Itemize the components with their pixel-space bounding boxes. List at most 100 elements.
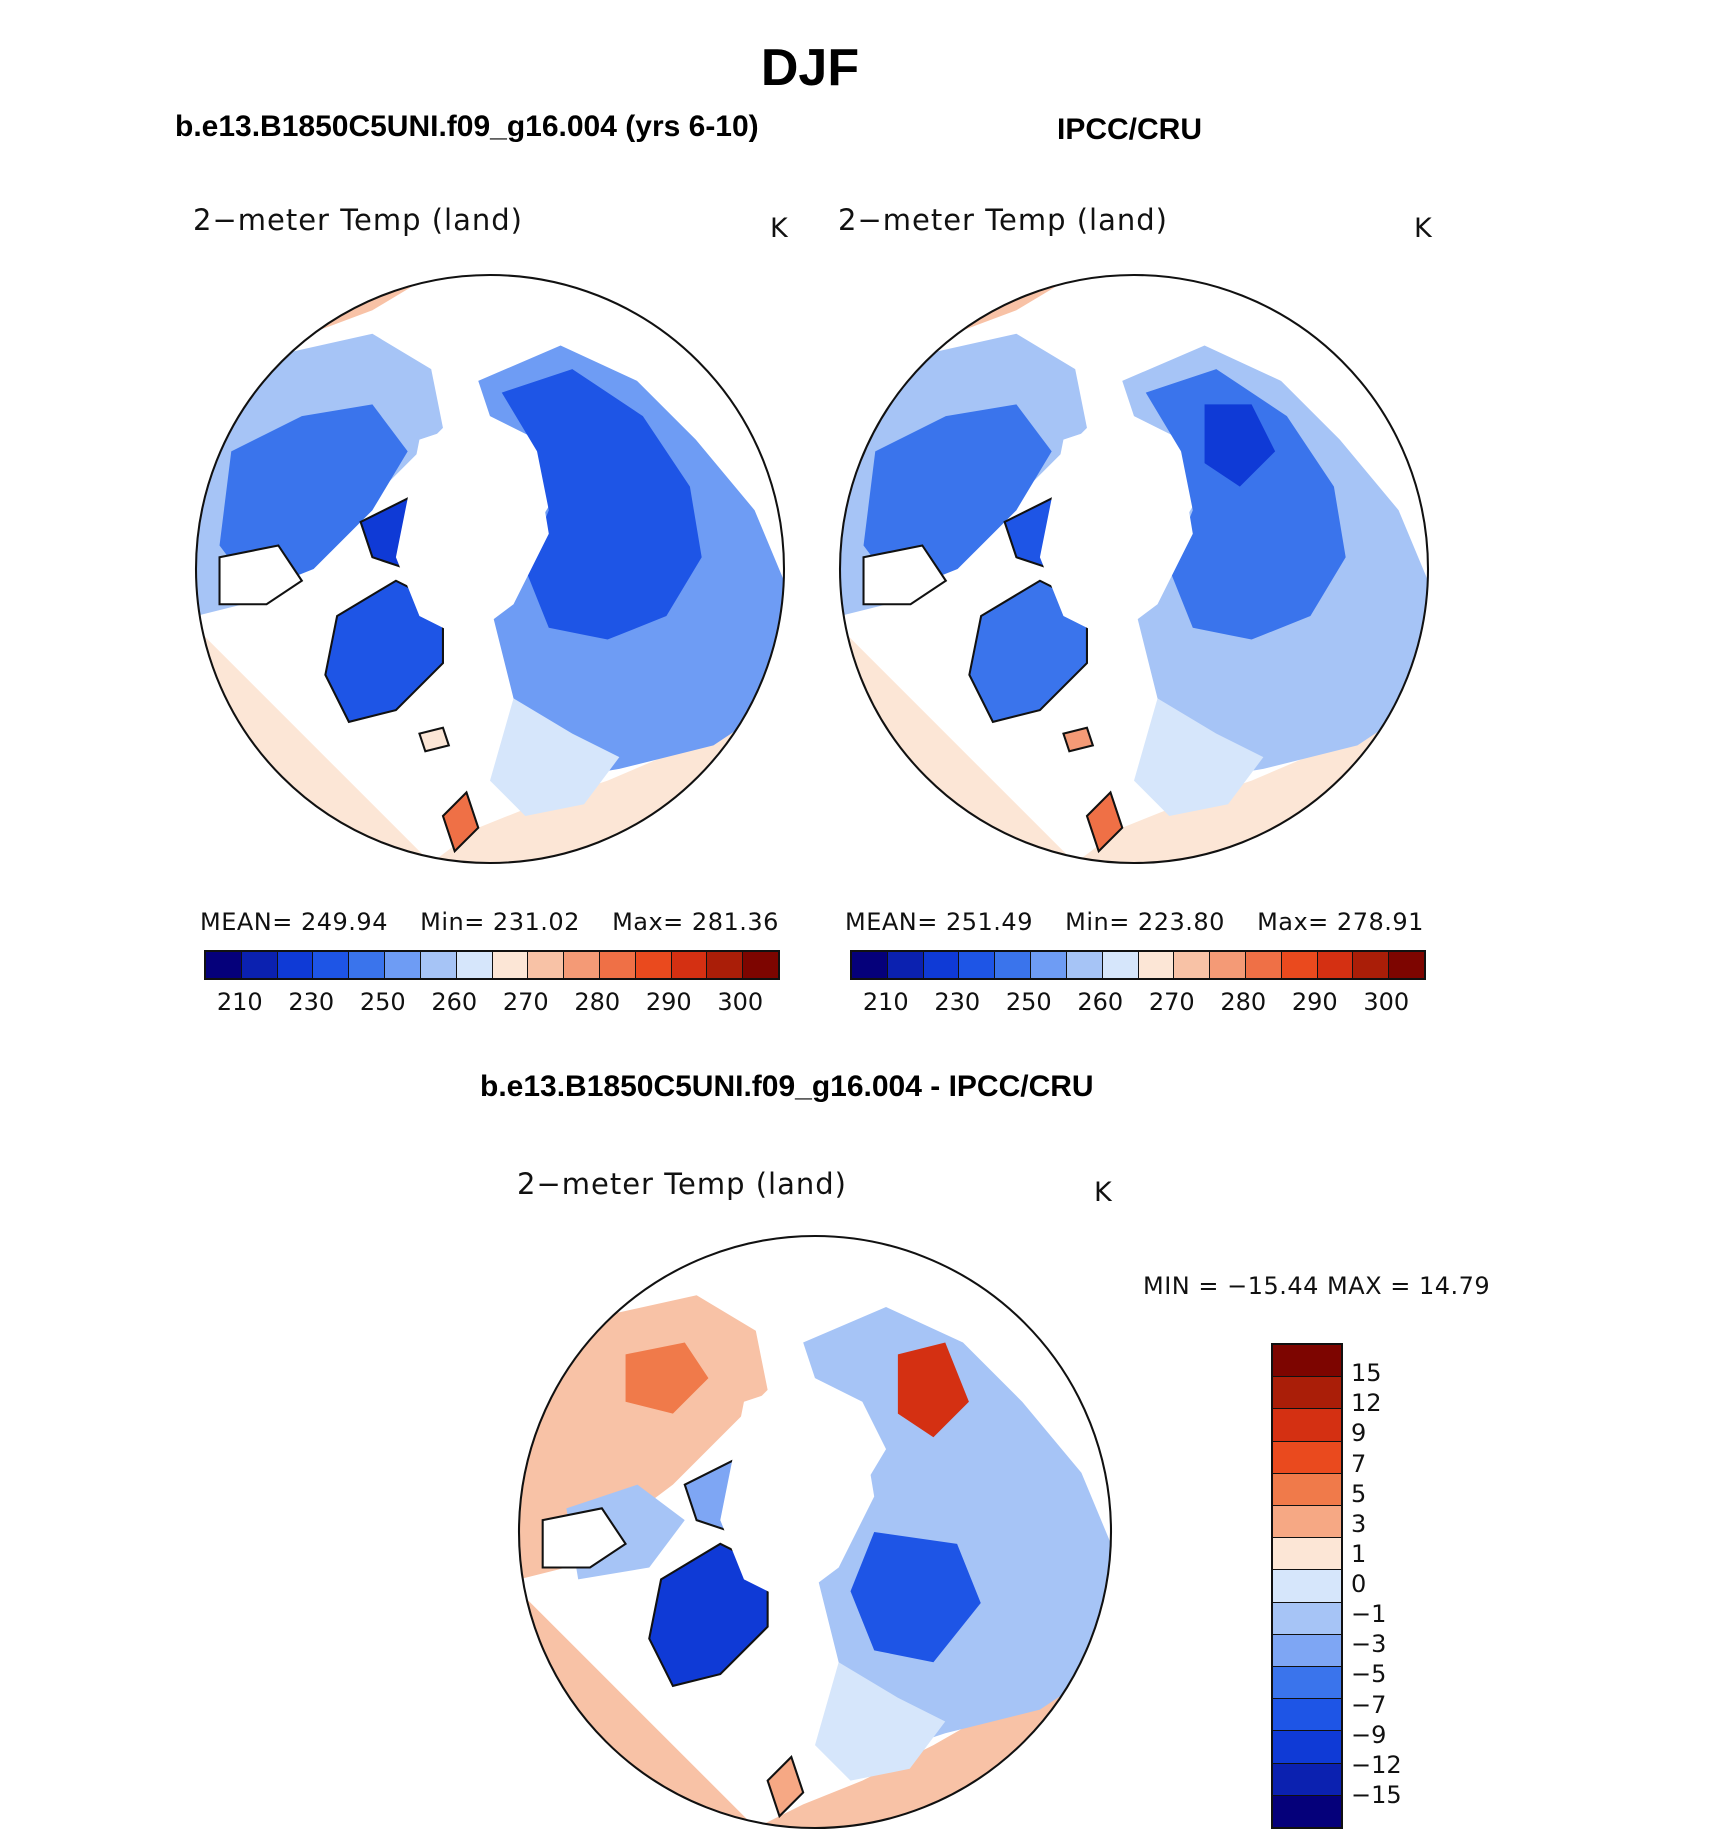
diff-colorbar-tick: −9 <box>1351 1720 1387 1749</box>
model-max: Max= 281.36 <box>612 908 779 936</box>
model-europe <box>490 698 620 816</box>
diff-canada-warm <box>625 1342 709 1414</box>
diff-colorbar-swatch <box>1273 1473 1341 1507</box>
diff-colorbar-swatch <box>1273 1570 1341 1603</box>
diff-colorbar-tick: −5 <box>1351 1660 1387 1689</box>
model-uk <box>441 790 480 854</box>
diff-colorbar-tick: 5 <box>1351 1479 1367 1508</box>
model-colorbar-swatch <box>349 952 386 978</box>
diff-arctic-ocean <box>720 1378 875 1604</box>
model-colorbar-swatch <box>420 952 457 978</box>
obs-colorbar-swatch <box>1389 952 1424 978</box>
model-map-title: 2−meter Temp (land) <box>193 203 523 237</box>
model-units: K <box>770 213 788 244</box>
model-stats: MEAN= 249.94 Min= 231.02 Max= 281.36 <box>200 908 803 936</box>
model-colorbar-tick: 300 <box>717 988 764 1016</box>
obs-colorbar-swatch <box>995 952 1032 978</box>
obs-colorbar-swatch <box>852 952 888 978</box>
diff-colorbar-tick: 0 <box>1351 1570 1367 1598</box>
obs-colorbar-tick: 300 <box>1363 988 1410 1016</box>
diff-colorbar-tick: −1 <box>1351 1600 1387 1629</box>
diff-colorbar-tick: −3 <box>1351 1630 1387 1659</box>
model-colorbar-tick: 280 <box>574 988 621 1016</box>
model-colorbar-tick: 260 <box>431 988 478 1016</box>
model-greenland <box>324 579 444 724</box>
obs-hudson-bay <box>862 544 948 606</box>
obs-map-title: 2−meter Temp (land) <box>838 203 1168 237</box>
model-panel-heading: b.e13.B1850C5UNI.f09_g16.004 (yrs 6-10) <box>175 110 759 143</box>
model-mean: MEAN= 249.94 <box>200 908 388 936</box>
diff-colorbar-swatch <box>1273 1409 1341 1442</box>
model-arctic-ocean <box>395 416 549 640</box>
obs-colorbar-swatch <box>1138 952 1175 978</box>
model-min: Min= 231.02 <box>420 908 580 936</box>
diff-colorbar-swatch <box>1273 1731 1341 1764</box>
diff-colorbar-tick: 1 <box>1351 1539 1367 1568</box>
diff-uk <box>766 1755 805 1819</box>
diff-europe <box>815 1662 946 1781</box>
obs-colorbar <box>850 950 1426 980</box>
model-colorbar-swatch <box>277 952 314 978</box>
model-colorbar-swatch <box>671 952 708 978</box>
model-colorbar-swatch <box>241 952 278 978</box>
diff-colorbar-tick: 3 <box>1351 1509 1367 1538</box>
obs-colorbar-swatch <box>1066 952 1103 978</box>
diff-colorbar-swatch <box>1273 1441 1341 1474</box>
obs-colorbar-tick: 250 <box>1005 988 1052 1016</box>
diff-siberia-warm <box>897 1342 969 1438</box>
diff-colorbar-swatch <box>1273 1795 1341 1828</box>
model-colorbar-swatch <box>206 952 242 978</box>
obs-colorbar-swatch <box>1102 952 1139 978</box>
diff-polar-map <box>517 1234 1113 1830</box>
obs-canada-core <box>863 404 1052 593</box>
model-colorbar-swatch <box>456 952 493 978</box>
diff-colorbar-tick: −12 <box>1351 1750 1402 1779</box>
obs-stats: MEAN= 251.49 Min= 223.80 Max= 278.91 <box>845 908 1448 936</box>
obs-siberia-core <box>1145 369 1346 640</box>
obs-colorbar-ticks: 210 230 250 260 270 280 290 300 <box>850 988 1422 1018</box>
model-polar-map <box>194 273 786 865</box>
diff-panel-heading: b.e13.B1850C5UNI.f09_g16.004 - IPCC/CRU <box>480 1070 1094 1103</box>
diff-colorbar-swatch <box>1273 1602 1341 1635</box>
obs-europe <box>1134 698 1264 816</box>
diff-minmax: MIN = −15.44 MAX = 14.79 <box>1143 1272 1491 1300</box>
model-eurasia-south <box>196 627 784 863</box>
obs-uk <box>1085 790 1124 854</box>
obs-colorbar-swatch <box>1281 952 1318 978</box>
model-colorbar-swatch <box>385 952 421 978</box>
model-colorbar-swatch <box>707 952 744 978</box>
obs-siberia-cold <box>1204 404 1276 487</box>
obs-colorbar-tick: 230 <box>934 988 981 1016</box>
diff-eurasia-south <box>519 1591 1111 1828</box>
diff-colorbar-swatch <box>1273 1634 1341 1668</box>
diff-colorbar-swatch <box>1273 1538 1341 1571</box>
model-colorbar-swatch <box>564 952 600 978</box>
model-colorbar-swatch <box>635 952 672 978</box>
model-colorbar-tick: 210 <box>216 988 263 1016</box>
diff-colorbar-swatch <box>1273 1699 1341 1732</box>
obs-mean: MEAN= 251.49 <box>845 908 1033 936</box>
obs-polar-map <box>838 273 1430 865</box>
obs-colorbar-swatch <box>1245 952 1282 978</box>
obs-greenland <box>968 579 1088 724</box>
obs-colorbar-swatch <box>1174 952 1211 978</box>
diff-colorbar-swatch <box>1273 1763 1341 1796</box>
diff-colorbar-tick: 7 <box>1351 1449 1367 1478</box>
model-colorbar-tick: 270 <box>502 988 549 1016</box>
obs-colorbar-tick: 260 <box>1077 988 1124 1016</box>
obs-units: K <box>1414 213 1432 244</box>
model-siberia-core <box>501 369 702 640</box>
diff-siberia-cold <box>850 1532 981 1663</box>
obs-colorbar-tick: 290 <box>1291 988 1338 1016</box>
diff-colorbar-swatch <box>1273 1345 1341 1378</box>
model-colorbar-swatch <box>492 952 529 978</box>
model-canada-core <box>219 404 408 593</box>
model-colorbar <box>204 950 780 980</box>
model-colorbar-swatch <box>743 952 778 978</box>
diff-hudson-bay <box>541 1507 627 1569</box>
model-hudson-bay <box>218 544 304 606</box>
diff-colorbar-tick: 15 <box>1351 1359 1382 1388</box>
diff-greenland <box>648 1542 769 1688</box>
model-colorbar-swatch <box>528 952 565 978</box>
model-colorbar-tick: 250 <box>359 988 406 1016</box>
